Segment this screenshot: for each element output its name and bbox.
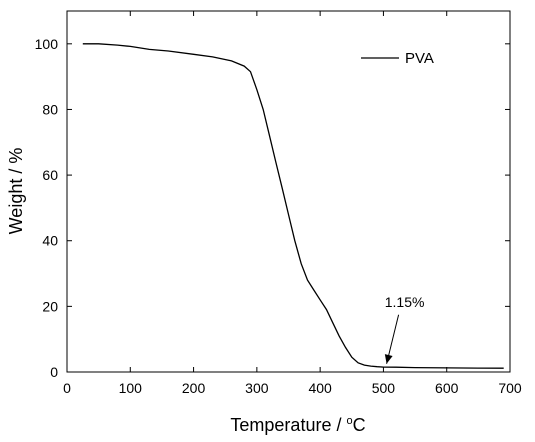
y-tick-label-40: 40	[42, 233, 58, 249]
plot-frame	[66, 10, 511, 373]
y-tick-label-60: 60	[42, 167, 58, 183]
axis-tick-labels: 0 100 200 300 400 500 600 700 0 20 40 60 80 100	[35, 36, 522, 396]
x-axis-title: Temperature / oC	[230, 415, 365, 435]
annotation-arrowhead	[384, 354, 393, 364]
series-line-pva	[82, 43, 504, 369]
y-tick-label-0: 0	[50, 364, 58, 380]
x-tick-label-200: 200	[182, 380, 206, 396]
x-tick-label-300: 300	[245, 380, 269, 396]
x-tick-label-600: 600	[435, 380, 459, 396]
annotation-label: 1.15%	[385, 294, 425, 310]
y-axis-title: Weight / %	[6, 148, 26, 235]
x-tick-label-700: 700	[498, 380, 522, 396]
x-tick-label-100: 100	[119, 380, 143, 396]
x-tick-label-400: 400	[308, 380, 332, 396]
annotation-residue: 1.15%	[384, 294, 425, 364]
legend-label-pva: PVA	[405, 50, 434, 67]
x-tick-label-0: 0	[63, 380, 71, 396]
y-tick-label-20: 20	[42, 298, 58, 314]
y-tick-label-80: 80	[42, 101, 58, 117]
x-tick-label-500: 500	[372, 380, 396, 396]
axis-ticks	[66, 11, 511, 373]
y-tick-label-100: 100	[35, 36, 59, 52]
legend: PVA	[361, 50, 434, 67]
